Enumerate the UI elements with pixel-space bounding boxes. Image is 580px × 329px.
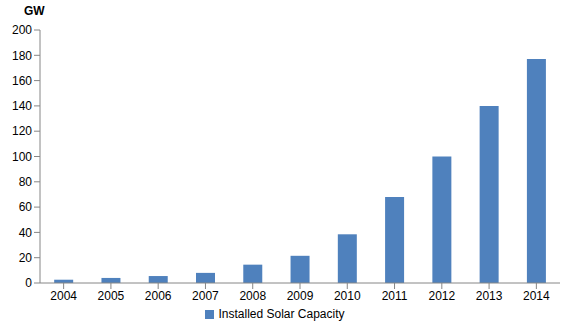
svg-text:2011: 2011 — [382, 289, 408, 303]
svg-text:2004: 2004 — [50, 289, 77, 303]
svg-text:2007: 2007 — [192, 289, 219, 303]
svg-text:2005: 2005 — [98, 289, 125, 303]
svg-text:160: 160 — [12, 74, 32, 88]
svg-text:2009: 2009 — [287, 289, 314, 303]
svg-text:2014: 2014 — [523, 289, 550, 303]
html-text:GW: GW — [24, 4, 45, 18]
svg-text:60: 60 — [19, 200, 33, 214]
svg-text:40: 40 — [19, 226, 33, 240]
svg-text:2006: 2006 — [145, 289, 172, 303]
svg-text:180: 180 — [12, 49, 32, 63]
svg-text:2013: 2013 — [476, 289, 503, 303]
svg-text:20: 20 — [19, 251, 33, 265]
html-text:Installed Solar Capacity: Installed Solar Capacity — [218, 307, 345, 321]
svg-text:100: 100 — [12, 150, 32, 164]
svg-text:80: 80 — [19, 175, 33, 189]
svg-text:2008: 2008 — [239, 289, 266, 303]
svg-text:140: 140 — [12, 99, 32, 113]
svg-text:2012: 2012 — [428, 289, 455, 303]
svg-text:0: 0 — [25, 276, 32, 290]
svg-text:2010: 2010 — [334, 289, 361, 303]
svg-text:120: 120 — [12, 124, 32, 138]
svg-text:200: 200 — [12, 23, 32, 37]
